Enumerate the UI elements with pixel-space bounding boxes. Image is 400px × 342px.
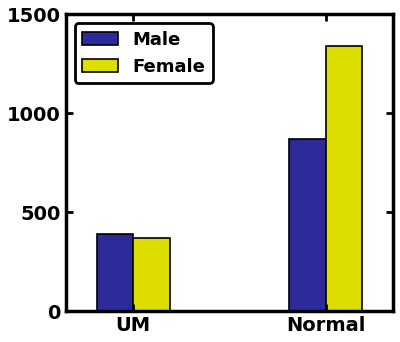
Legend: Male, Female: Male, Female [75, 24, 213, 83]
Bar [133, 238, 170, 311]
Bar [326, 46, 362, 311]
Bar [97, 234, 133, 311]
Bar [289, 139, 326, 311]
